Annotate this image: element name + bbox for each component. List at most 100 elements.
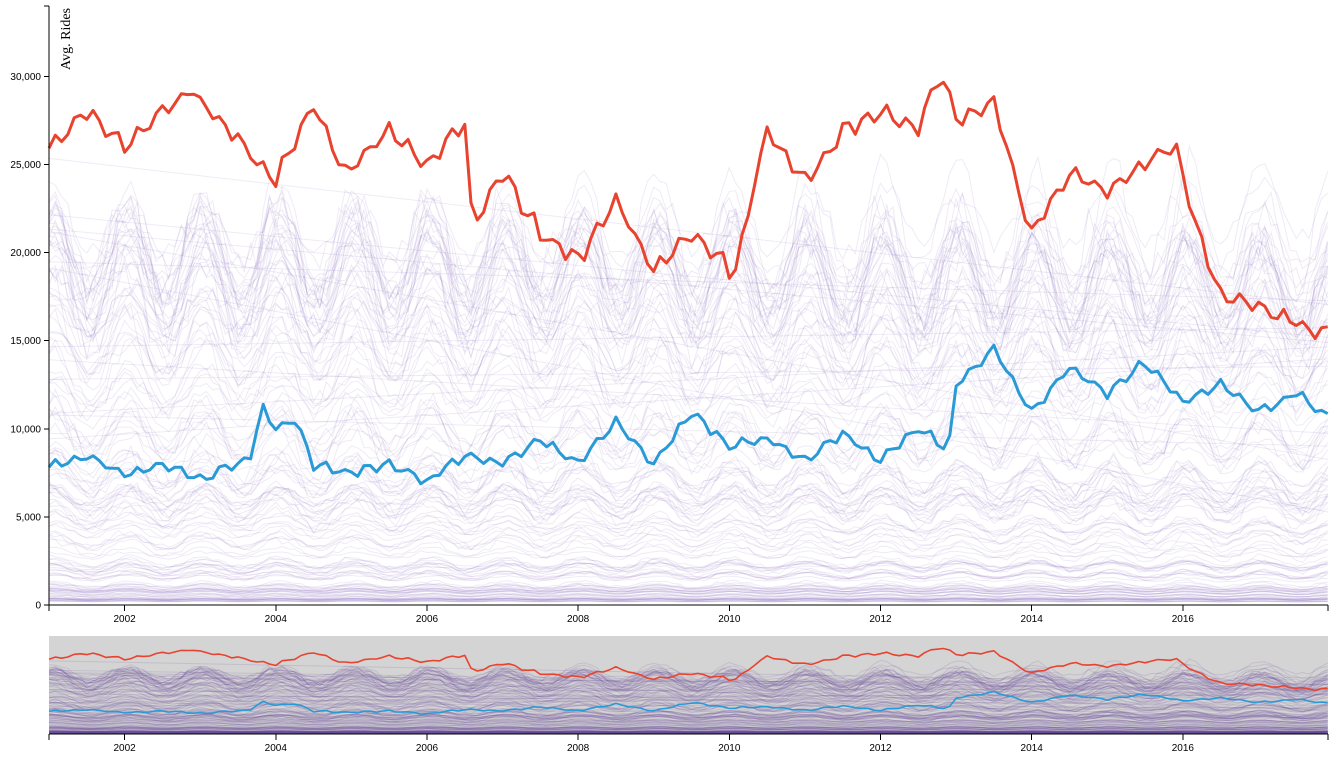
context-background-line: [48, 730, 1328, 733]
context-background-line: [48, 684, 1328, 701]
background-series-line: [48, 597, 1328, 602]
context-background-line: [48, 730, 1328, 733]
context-background-line: [48, 672, 1329, 692]
context-background-line: [48, 729, 1328, 732]
background-series-line: [48, 490, 1329, 526]
context-background-line: [49, 730, 1328, 733]
background-series-line: [48, 406, 1328, 453]
background-series-line: [48, 334, 1329, 423]
context-series-red: [48, 647, 1328, 692]
context-background-line: [48, 693, 1329, 708]
background-series-line: [48, 448, 1328, 505]
background-series-line: [48, 448, 1329, 504]
background-series-line: [49, 600, 1328, 602]
context-background-line: [48, 715, 1328, 722]
context-background-line: [48, 707, 1328, 721]
context-background-line: [48, 717, 1328, 725]
context-background-line: [48, 713, 1328, 719]
context-background-line: [48, 706, 1328, 714]
background-series-line: [48, 463, 1328, 487]
context-background-line: [48, 708, 1328, 718]
background-series-line: [48, 144, 1329, 302]
context-background-line: [48, 685, 1328, 699]
background-series-line: [48, 301, 1329, 401]
background-series-line: [48, 505, 1328, 543]
background-series-line: [48, 442, 1329, 476]
context-background-line: [48, 676, 1328, 697]
background-series-line: [48, 530, 1328, 551]
background-series-line: [48, 590, 1328, 596]
context-background-line: [48, 723, 1328, 727]
context-background-line: [48, 730, 1328, 733]
background-series-line: [48, 199, 1328, 289]
context-background-line: [48, 699, 1328, 711]
context-background-line: [48, 673, 1329, 694]
context-highlight-series: [48, 647, 1328, 715]
background-series-line: [48, 589, 1328, 595]
context-chart[interactable]: 2002 2004 2006 2008 2010 2012 2014 2016: [48, 636, 1329, 754]
background-series-line: [48, 402, 1329, 471]
context-background-line: [48, 658, 1328, 686]
context-background-line: [49, 731, 1328, 733]
background-series-line: [48, 190, 1329, 358]
context-background-line: [48, 720, 1328, 725]
background-series-line: [48, 420, 1329, 470]
context-background-line: [48, 726, 1328, 730]
background-series-line: [48, 518, 1328, 539]
background-series-line: [48, 285, 1329, 386]
context-brush-area[interactable]: [49, 636, 1328, 734]
background-series-line: [48, 561, 1328, 570]
context-background-line: [48, 718, 1328, 724]
context-background-line: [48, 692, 1328, 705]
context-background-line: [48, 700, 1328, 713]
context-background-line: [48, 730, 1328, 733]
context-background-line: [48, 689, 1328, 704]
background-series-line: [48, 563, 1328, 580]
background-series-line: [48, 381, 1329, 453]
background-series-line: [48, 598, 1328, 602]
background-series-line: [48, 549, 1328, 561]
background-series-line: [48, 213, 1329, 320]
background-series-line: [48, 261, 1329, 302]
context-background-line: [48, 731, 1328, 733]
context-background-line: [49, 722, 1328, 728]
background-series-line: [48, 218, 1329, 342]
background-series-line: [48, 579, 1328, 589]
background-series-line: [48, 589, 1328, 596]
context-background-line: [48, 670, 1328, 689]
context-background-line: [48, 714, 1328, 722]
background-series-line: [48, 365, 1329, 380]
context-background-line: [48, 667, 1328, 688]
context-background-line: [48, 712, 1328, 719]
y-axis-label: Avg. Rides: [59, 8, 74, 70]
background-series-line: [48, 481, 1329, 516]
background-series-line: [48, 596, 1328, 601]
context-background-line: [48, 728, 1328, 731]
background-series-line: [48, 419, 1328, 464]
y-tick-label: 25,000: [10, 160, 41, 171]
context-background-line: [48, 666, 1329, 691]
context-background-line: [48, 664, 1328, 689]
background-series-line: [48, 302, 1328, 381]
context-background-line: [48, 702, 1329, 709]
background-series-line: [48, 458, 1329, 506]
context-background-line: [48, 713, 1328, 720]
context-background-line: [48, 665, 1328, 695]
context-background-line: [49, 731, 1328, 734]
context-background-line: [48, 727, 1328, 731]
background-series-line: [48, 570, 1328, 580]
x-axis: 2002 2004 2006 2008 2010 2012 2014 2016: [48, 604, 1329, 625]
background-series-line: [48, 487, 1329, 528]
background-series-line: [48, 223, 1329, 337]
background-series-line: [48, 447, 1328, 518]
background-series-line: [48, 346, 1329, 414]
background-series-line: [48, 599, 1328, 603]
context-background-line: [48, 695, 1328, 703]
context-background-line: [49, 730, 1328, 733]
background-series-line: [48, 587, 1328, 593]
background-series-line: [48, 326, 1329, 409]
context-background-line: [49, 714, 1328, 722]
y-tick-label: 0: [35, 601, 41, 612]
context-background-line: [48, 667, 1328, 683]
